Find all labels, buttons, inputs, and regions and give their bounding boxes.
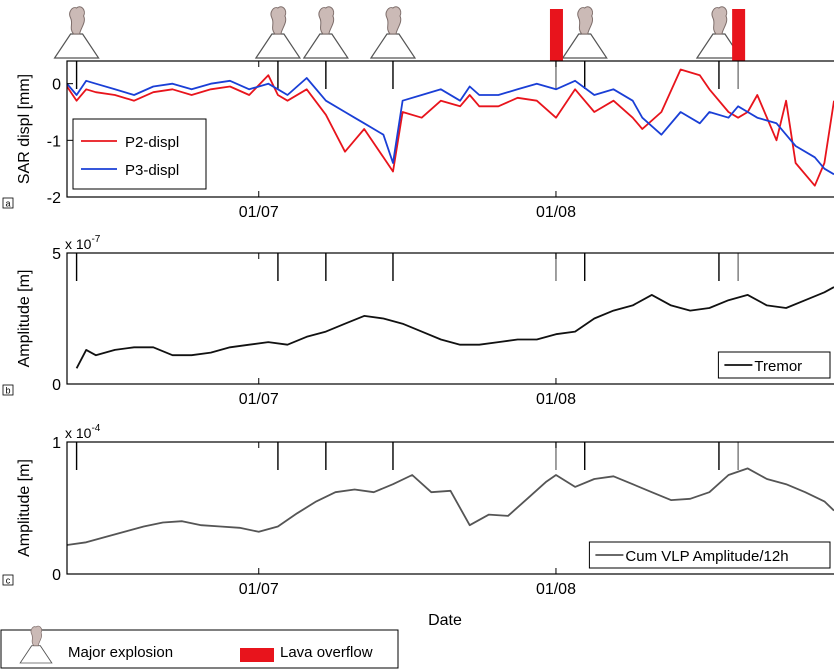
legend-lava-overflow-label: Lava overflow [280,644,373,661]
legend-label: Cum VLP Amplitude/12h [625,548,788,565]
x-tick-label: 01/07 [239,204,279,221]
panel-a-legend: P2-displ P3-displ [72,118,207,190]
y-tick-label: -2 [47,190,61,207]
x-tick-label: 01/07 [239,391,279,408]
volcano-explosion-icon [302,6,349,59]
panel-sar-displacement: 0 -1 -2 01/07 01/08 SAR displ [mm] a P2-dis… [2,60,834,221]
panel-b-tag: b [2,384,14,396]
panel-tag-letter: b [5,386,10,396]
legend-label: P2-displ [125,134,179,151]
panel-b-frame [66,252,834,385]
y-tick-label: 1 [52,435,61,452]
panel-a-y-ticks: 0 -1 -2 [47,77,73,207]
x-tick-label: 01/08 [536,391,576,408]
legend-label: P3-displ [125,162,179,179]
y-tick-label: 0 [52,377,61,394]
panel-tag-letter: c [6,576,11,586]
panel-b-x-ticks: 01/07 01/08 [239,253,576,408]
x-tick-label: 01/07 [239,581,279,598]
panel-a-tag: a [2,197,14,209]
volcano-explosion-icon [561,6,608,59]
lava-overflow-marker [549,9,563,61]
panel-c-scale-exponent: -4 [91,423,100,434]
panel-tag-box [2,384,14,396]
x-axis-label: Date [428,612,462,629]
panel-tremor: 05 01/07 01/08 Amplitude [m] x 10-7 b Tre… [2,234,834,408]
tremor-series-group [75,286,834,369]
panel-b-scale-base: x 10 [65,236,92,252]
event-legend: Major explosion Lava overflow [0,625,399,669]
panel-c-tag: c [2,574,14,586]
volcano-explosion-icon [19,625,53,664]
panel-c-scale-base: x 10 [65,425,92,441]
panel-b-scale-label: x 10-7 [65,234,101,252]
lava-overflow-marker [732,9,746,61]
y-tick-label: 0 [52,77,61,94]
panel-c-scale-label: x 10-4 [65,423,101,441]
x-tick-label: 01/08 [536,581,576,598]
x-tick-label: 01/08 [536,204,576,221]
legend-box [588,541,831,569]
panel-tag-letter: a [5,199,10,209]
panel-tag-box [2,574,14,586]
series-line-p2-displ [67,68,834,187]
panel-a-y-axis-label: SAR displ [mm] [16,74,33,184]
volcano-explosion-icon [53,6,100,59]
y-tick-label: 5 [52,246,61,263]
panel-c-legend: Cum VLP Amplitude/12h [588,541,831,569]
series-line-tremor [75,286,834,369]
panel-c-y-axis-label: Amplitude [m] [16,459,33,557]
panel-tag-box [2,197,14,209]
panel-a-x-ticks: 01/07 01/08 [239,61,576,221]
panel-vlp: 01 01/07 01/08 Amplitude [m] x 10-4 c Cum… [2,423,834,598]
y-tick-label: 0 [52,567,61,584]
event-legend-box [0,629,399,669]
vlp-series-group [67,467,834,546]
panel-b-y-ticks: 05 [52,246,73,394]
panel-c-frame [66,441,834,575]
legend-major-explosion-label: Major explosion [68,644,173,661]
panel-b-scale-exponent: -7 [91,234,100,245]
volcano-explosion-icon [695,6,743,59]
series-line-cum-vlp-amplitude-12h [67,467,834,546]
volcano-explosion-icon [254,6,302,59]
panel-c-x-ticks: 01/07 01/08 [239,442,576,598]
lava-overflow-swatch [240,648,274,662]
volcano-explosion-icon [19,625,53,664]
sar-series-group [67,68,834,187]
panel-b-legend: Tremor [717,351,831,379]
series-line-p3-displ [67,77,834,176]
panel-a-frame [66,60,834,198]
volcano-explosion-icon [369,6,417,59]
legend-box [72,118,207,190]
panel-c-y-ticks: 01 [52,435,73,584]
legend-label: Tremor [754,358,802,375]
y-tick-label: -1 [47,133,61,150]
event-markers-row [53,6,746,61]
panel-b-y-axis-label: Amplitude [m] [16,270,33,368]
